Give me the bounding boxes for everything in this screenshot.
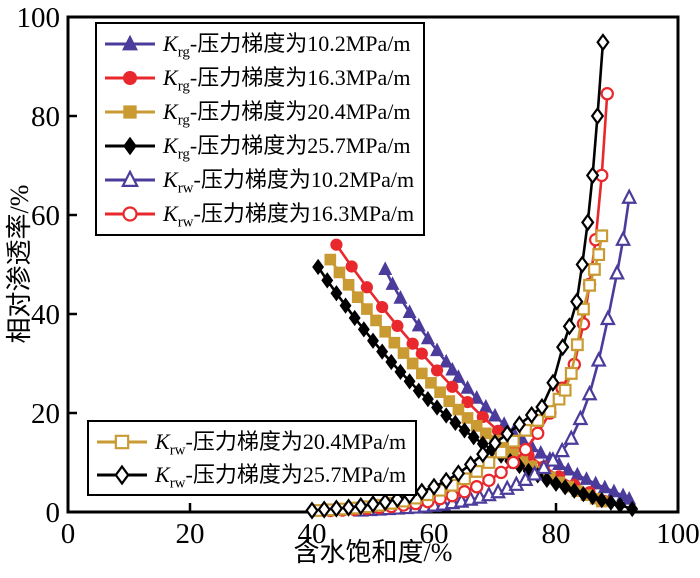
y-tick-label: 80 [31, 101, 60, 133]
y-tick-label: 60 [31, 200, 60, 232]
x-tick-label: 100 [656, 518, 700, 550]
legend-marker-krg-20-4-icon [105, 105, 155, 119]
y-tick-label: 40 [31, 299, 60, 331]
legend-label: Krw-压力梯度为10.2MPa/m [163, 167, 415, 197]
x-tick-label: 80 [542, 518, 571, 550]
legend-marker-krw-16-3-icon [105, 206, 155, 222]
legend-marker-krg-16-3-icon [105, 71, 155, 85]
legend-marker-krg-10-2-icon [105, 34, 155, 51]
y-axis-title: 相对渗透率/% [5, 184, 34, 344]
legend-item-krg-16-3: Krg-压力梯度为16.3MPa/m [103, 61, 414, 95]
x-axis-title: 含水饱和度/% [293, 538, 453, 567]
legend-item-krg-10-2: Krg-压力梯度为10.2MPa/m [103, 27, 414, 61]
legend-marker-krw-20-4-icon [97, 434, 147, 449]
legend-item-krg-25-7: Krg-压力梯度为25.7MPa/m [103, 129, 414, 163]
legend-marker-krw-25-7-icon [97, 464, 147, 485]
legend-label: Krg-压力梯度为20.4MPa/m [163, 99, 411, 129]
legend-bottom: Krw-压力梯度为20.4MPa/m Krw-压力梯度为25.7MPa/m [87, 420, 418, 496]
legend-label: Krw-压力梯度为20.4MPa/m [155, 428, 407, 458]
legend-label: Krg-压力梯度为10.2MPa/m [163, 31, 411, 61]
legend-label: Krw-压力梯度为25.7MPa/m [155, 461, 407, 491]
legend-top: Krg-压力梯度为10.2MPa/m Krg-压力梯度为16.3MPa/m Kr… [95, 22, 426, 236]
legend-label: Krw-压力梯度为16.3MPa/m [163, 201, 415, 231]
legend-item-krw-20-4: Krw-压力梯度为20.4MPa/m [95, 425, 406, 458]
legend-label: Krg-压力梯度为25.7MPa/m [163, 133, 411, 163]
legend-item-krw-16-3: Krw-压力梯度为16.3MPa/m [103, 197, 414, 231]
legend-item-krw-25-7: Krw-压力梯度为25.7MPa/m [95, 458, 406, 491]
legend-label: Krg-压力梯度为16.3MPa/m [163, 65, 411, 95]
legend-marker-krg-25-7-icon [105, 136, 155, 156]
series-rg-0 [378, 261, 637, 505]
legend-marker-krw-10-2-icon [105, 169, 155, 187]
x-tick-label: 60 [420, 518, 449, 550]
x-tick-label: 20 [176, 518, 205, 550]
legend-item-krg-20-4: Krg-压力梯度为20.4MPa/m [103, 95, 414, 129]
x-tick-label: 0 [61, 518, 76, 550]
y-tick-label: 20 [31, 398, 60, 430]
y-tick-label: 100 [17, 2, 61, 34]
y-tick-label: 0 [46, 497, 61, 529]
series-rg-3 [312, 258, 639, 518]
legend-item-krw-10-2: Krw-压力梯度为10.2MPa/m [103, 163, 414, 197]
x-tick-label: 40 [298, 518, 327, 550]
